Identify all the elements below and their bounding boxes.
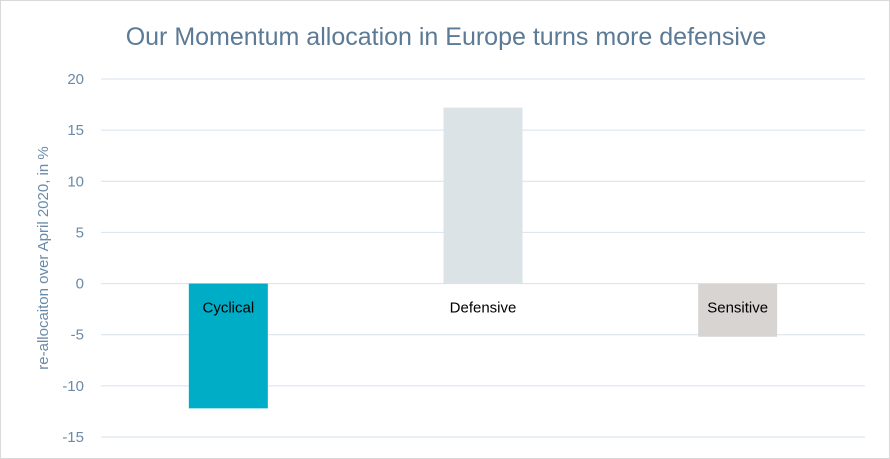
y-tick-label: 0 (76, 276, 84, 293)
y-tick-label: 5 (76, 224, 84, 241)
chart-title: Our Momentum allocation in Europe turns … (126, 23, 767, 51)
bars (188, 107, 778, 409)
bar-sensitive (698, 283, 778, 337)
y-tick-label: -10 (62, 378, 84, 395)
bar-cyclical (188, 283, 268, 409)
y-tick-label: -15 (62, 429, 84, 446)
y-axis-label: re-allocaiton over April 2020, in % (35, 146, 52, 369)
y-axis-ticks: 20 15 10 5 0 -5 -10 -15 (62, 71, 84, 446)
category-label: Defensive (450, 300, 517, 317)
y-tick-label: 15 (67, 122, 84, 139)
category-label: Cyclical (202, 300, 254, 317)
bar-defensive (443, 107, 523, 284)
category-label: Sensitive (707, 300, 768, 317)
y-tick-label: -5 (71, 327, 84, 344)
y-tick-label: 10 (67, 173, 84, 190)
category-labels: Cyclical Defensive Sensitive (202, 300, 768, 317)
y-tick-label: 20 (67, 71, 84, 88)
